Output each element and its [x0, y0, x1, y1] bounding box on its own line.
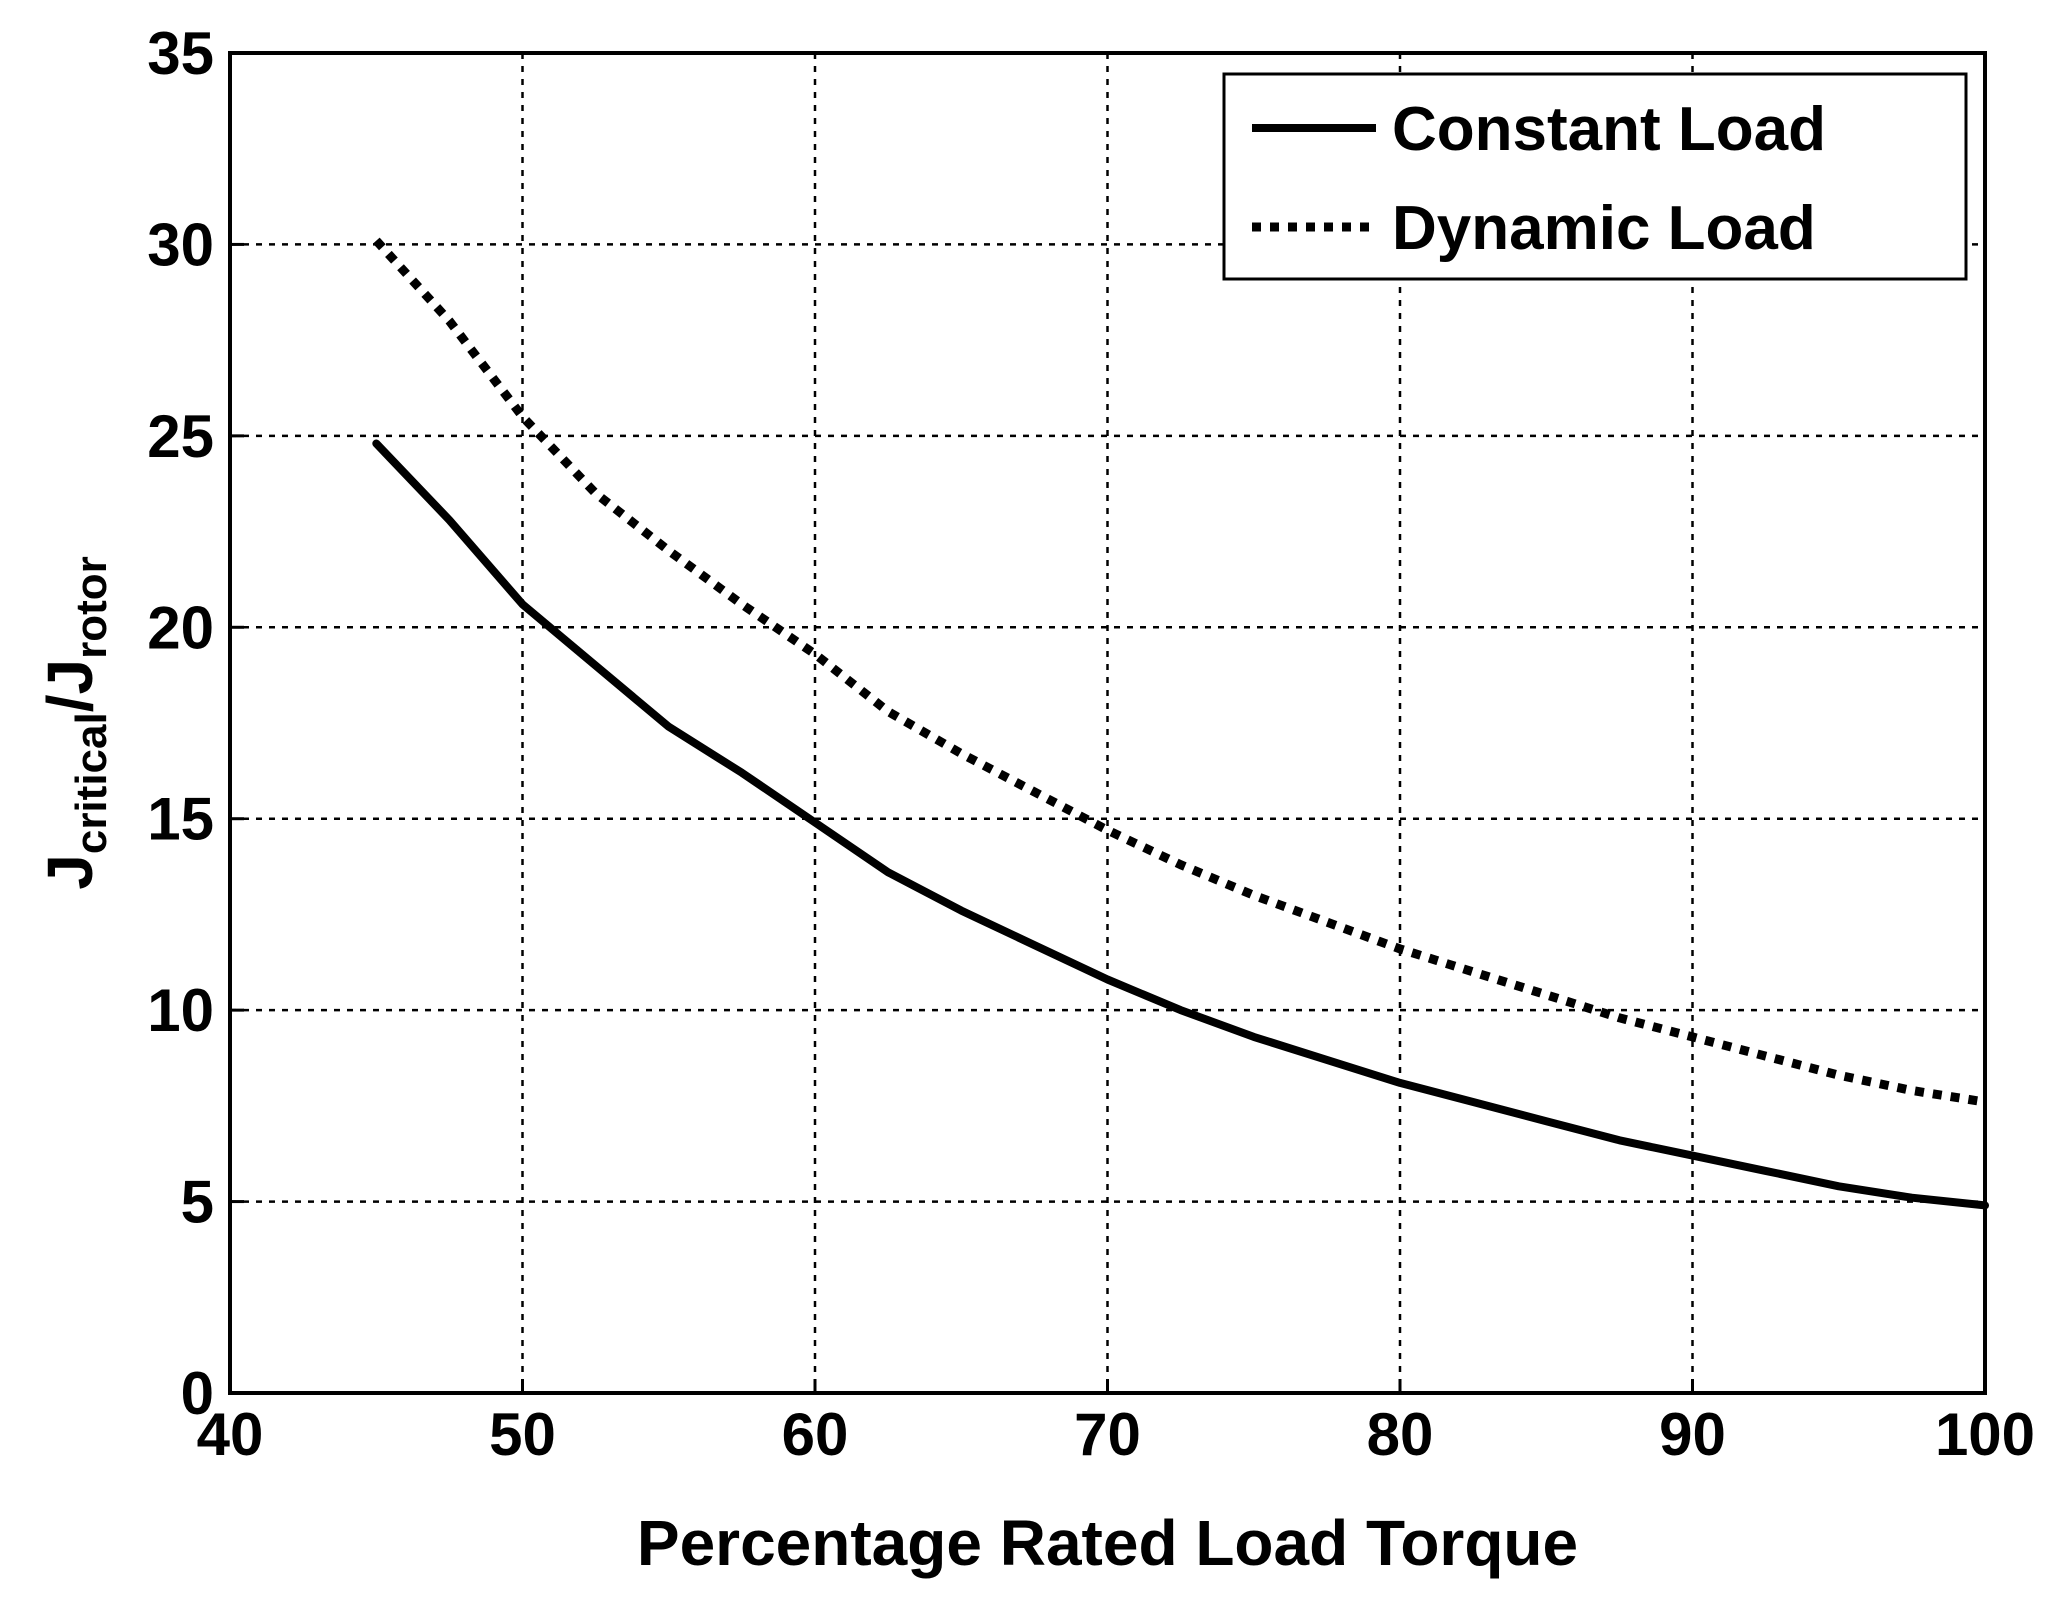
y-tick-label: 5: [181, 1169, 214, 1236]
series-line-constant-load: [372, 439, 1989, 1210]
x-axis-title: Percentage Rated Load Torque: [637, 1507, 1578, 1579]
series-lines: [372, 237, 1989, 1210]
x-tick-label: 90: [1659, 1401, 1726, 1468]
y-axis-title: Jcritical/Jrotor: [34, 556, 116, 890]
legend-label-constant-load: Constant Load: [1392, 95, 1826, 164]
y-tick-label: 30: [147, 211, 214, 278]
axis-tick-labels: 40 50 60 70 80 90 100 0 5 10 15 20 25 30 35: [147, 20, 2035, 1468]
y-axis-title-main: J: [34, 854, 106, 890]
legend-box: [1222, 72, 1968, 281]
legend: Constant Load Dynamic Load: [1222, 72, 1968, 281]
x-tick-label: 80: [1367, 1401, 1434, 1468]
y-tick-label: 15: [147, 786, 214, 853]
x-tick-label: 70: [1074, 1401, 1141, 1468]
y-tick-label: 10: [147, 977, 214, 1044]
axis-ticks: [228, 51, 1987, 1395]
x-tick-label: 40: [197, 1401, 264, 1468]
series-line-dynamic-load: [372, 237, 1986, 1107]
y-axis-title-subscript-critical: critical: [67, 712, 116, 854]
x-tick-label: 50: [489, 1401, 556, 1468]
y-tick-label: 0: [181, 1360, 214, 1427]
y-axis-title-separator: /J: [34, 659, 106, 712]
x-tick-label: 100: [1935, 1401, 2035, 1468]
legend-label-dynamic-load: Dynamic Load: [1392, 194, 1816, 263]
y-tick-label: 25: [147, 403, 214, 470]
y-tick-label: 35: [147, 20, 214, 87]
y-tick-label: 20: [147, 594, 214, 661]
y-axis-title-subscript-rotor: rotor: [67, 556, 116, 659]
x-tick-label: 60: [782, 1401, 849, 1468]
